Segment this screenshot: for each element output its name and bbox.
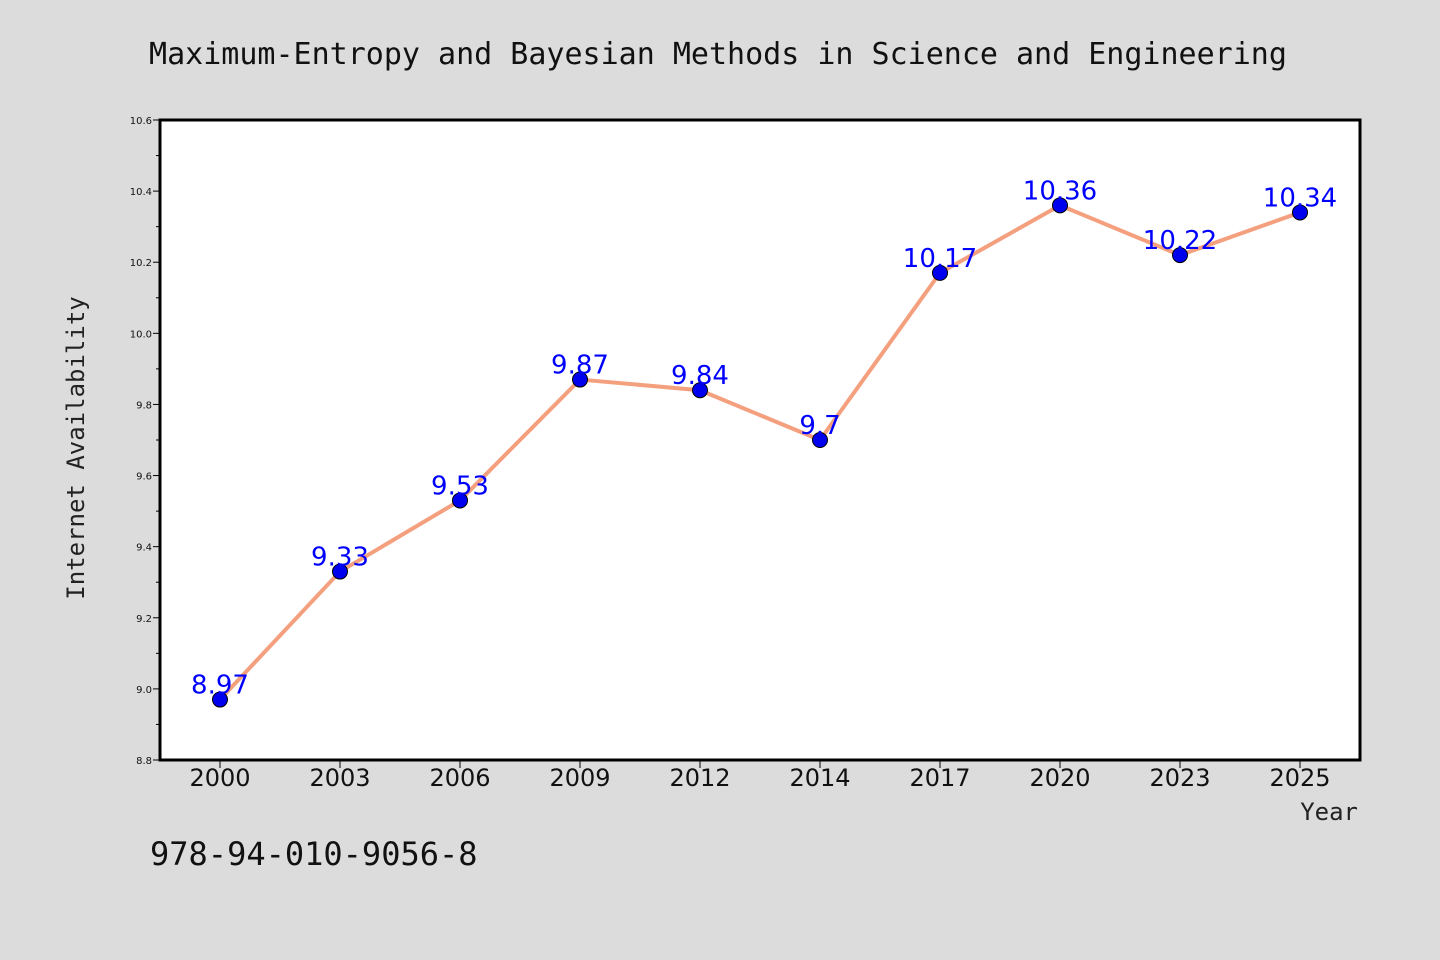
- data-label: 10.22: [1143, 226, 1217, 256]
- data-point-marker: [1172, 247, 1188, 264]
- x-tick-label: 2025: [1269, 764, 1330, 792]
- y-tick-label: 8.8: [136, 756, 152, 767]
- data-label: 9.87: [551, 351, 609, 381]
- x-tick-label: 2012: [669, 764, 730, 792]
- data-point-marker: [812, 432, 828, 448]
- y-tick-label: 9.8: [136, 400, 152, 411]
- y-tick-label: 9.4: [136, 543, 152, 554]
- data-label: 10.36: [1023, 176, 1097, 206]
- plot-frame: [158, 118, 1362, 762]
- data-labels: 8.97 9.33 9.53 9.87 9.84 9.7 10.17 10.36 10.22 10…: [191, 176, 1337, 700]
- x-tick-label: 2023: [1149, 764, 1210, 792]
- y-axis-label: Internet Availability: [62, 296, 90, 599]
- y-axis: 8.8 9.0 9.2 9.4 9.6 9.8 10.0 10.2 10.4 10.6: [130, 116, 160, 767]
- y-tick-label: 10.2: [130, 258, 152, 269]
- data-point-marker: [332, 563, 348, 580]
- data-label: 10.17: [903, 244, 977, 274]
- data-label: 9.84: [671, 361, 729, 391]
- x-tick-label: 2009: [549, 764, 610, 792]
- data-label: 9.53: [431, 471, 489, 501]
- data-point-marker: [572, 371, 588, 388]
- data-point-marker: [212, 691, 228, 708]
- isbn-text: 978-94-010-9056-8: [150, 835, 478, 873]
- data-label: 10.34: [1263, 183, 1337, 213]
- y-tick-label: 9.6: [136, 472, 152, 483]
- y-tick-label: 9.0: [136, 685, 152, 696]
- chart-title: Maximum-Entropy and Bayesian Methods in …: [149, 37, 1287, 72]
- x-tick-label: 2014: [789, 764, 850, 792]
- y-tick-label: 10.6: [130, 116, 152, 127]
- data-label: 9.33: [311, 543, 369, 573]
- data-point-marker: [692, 382, 708, 399]
- data-point-marker: [1052, 197, 1068, 214]
- series-line: [218, 203, 1301, 701]
- data-label: 8.97: [191, 671, 249, 701]
- data-point-marker: [452, 492, 468, 509]
- x-axis-label: Year: [1300, 798, 1358, 826]
- plot-area: [160, 120, 1360, 760]
- x-tick-label: 2006: [429, 764, 490, 792]
- series-group: [212, 197, 1308, 708]
- x-tick-label: 2017: [909, 764, 970, 792]
- data-point-marker: [932, 264, 948, 281]
- x-tick-label: 2000: [189, 764, 250, 792]
- y-tick-label: 10.0: [130, 329, 152, 340]
- y-tick-label: 10.4: [130, 187, 152, 198]
- x-tick-label: 2003: [309, 764, 370, 792]
- x-axis: 2000 2003 2006 2009 2012 2014 2017 2020 2023 2025: [189, 760, 1331, 792]
- y-tick-label: 9.2: [136, 614, 152, 625]
- x-tick-label: 2020: [1029, 764, 1090, 792]
- data-point-marker: [1292, 204, 1308, 221]
- data-label: 9.7: [799, 411, 840, 441]
